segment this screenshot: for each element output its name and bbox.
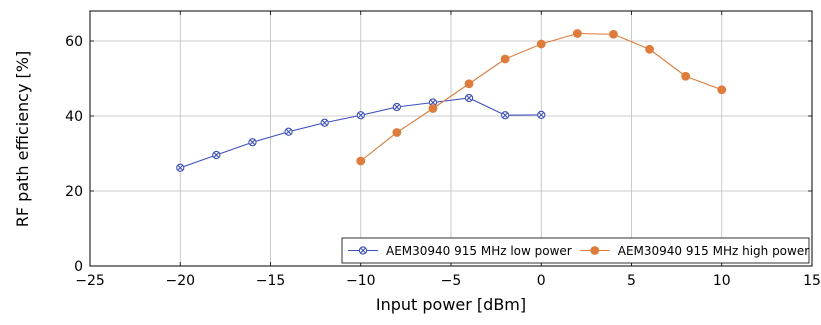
data-point xyxy=(645,44,654,54)
legend-marker xyxy=(358,246,368,255)
data-point xyxy=(356,111,365,120)
y-tick-label: 20 xyxy=(65,184,83,200)
y-axis-label: RF path efficiency [%] xyxy=(13,51,32,227)
data-point xyxy=(464,79,474,89)
data-point xyxy=(572,29,582,38)
data-point xyxy=(392,128,402,137)
series-2 xyxy=(356,29,727,166)
y-tick-label: 60 xyxy=(65,34,83,50)
legend-marker xyxy=(590,246,600,255)
data-point xyxy=(536,39,546,49)
series-1 xyxy=(176,93,546,172)
legend: AEM30940 915 MHz low power AEM30940 915 M… xyxy=(341,237,810,264)
x-tick-label: 15 xyxy=(803,273,821,289)
data-point xyxy=(248,138,257,147)
x-tick-label: −20 xyxy=(165,273,195,289)
x-tick-label: −10 xyxy=(346,273,376,289)
data-point xyxy=(717,85,727,95)
x-tick-label: 10 xyxy=(713,273,731,289)
legend-entry-1: AEM30940 915 MHz low power xyxy=(348,244,572,258)
plot-frame xyxy=(89,10,813,267)
legend-box xyxy=(341,237,810,264)
x-axis-label: Input power [dBm] xyxy=(376,295,526,314)
data-point xyxy=(176,163,185,172)
x-tick-label: −15 xyxy=(256,273,286,289)
legend-label: AEM30940 915 MHz high power xyxy=(618,244,809,258)
data-point xyxy=(464,93,474,103)
x-tick-label: −25 xyxy=(75,273,105,289)
data-point xyxy=(392,102,401,112)
data-point xyxy=(356,156,366,166)
series-group xyxy=(176,29,727,172)
legend-label: AEM30940 915 MHz low power xyxy=(386,244,572,258)
legend-entry-2: AEM30940 915 MHz high power xyxy=(579,244,809,258)
data-point xyxy=(428,104,438,113)
grid xyxy=(90,11,812,266)
data-point xyxy=(681,71,691,81)
data-point xyxy=(212,150,221,160)
data-point xyxy=(609,29,618,39)
data-point xyxy=(320,118,329,127)
y-tick-label: 0 xyxy=(74,259,83,275)
x-tick-label: 0 xyxy=(537,273,546,289)
data-point xyxy=(500,54,510,64)
data-point xyxy=(537,110,546,120)
tick-labels: −25 −20 −15 −10 −5 0 5 10 15 0 20 40 60 xyxy=(65,34,821,289)
data-point xyxy=(500,111,510,120)
y-tick-label: 40 xyxy=(65,109,83,125)
data-point xyxy=(284,127,293,136)
x-tick-label: 5 xyxy=(627,273,636,289)
x-tick-label: −5 xyxy=(441,273,462,289)
